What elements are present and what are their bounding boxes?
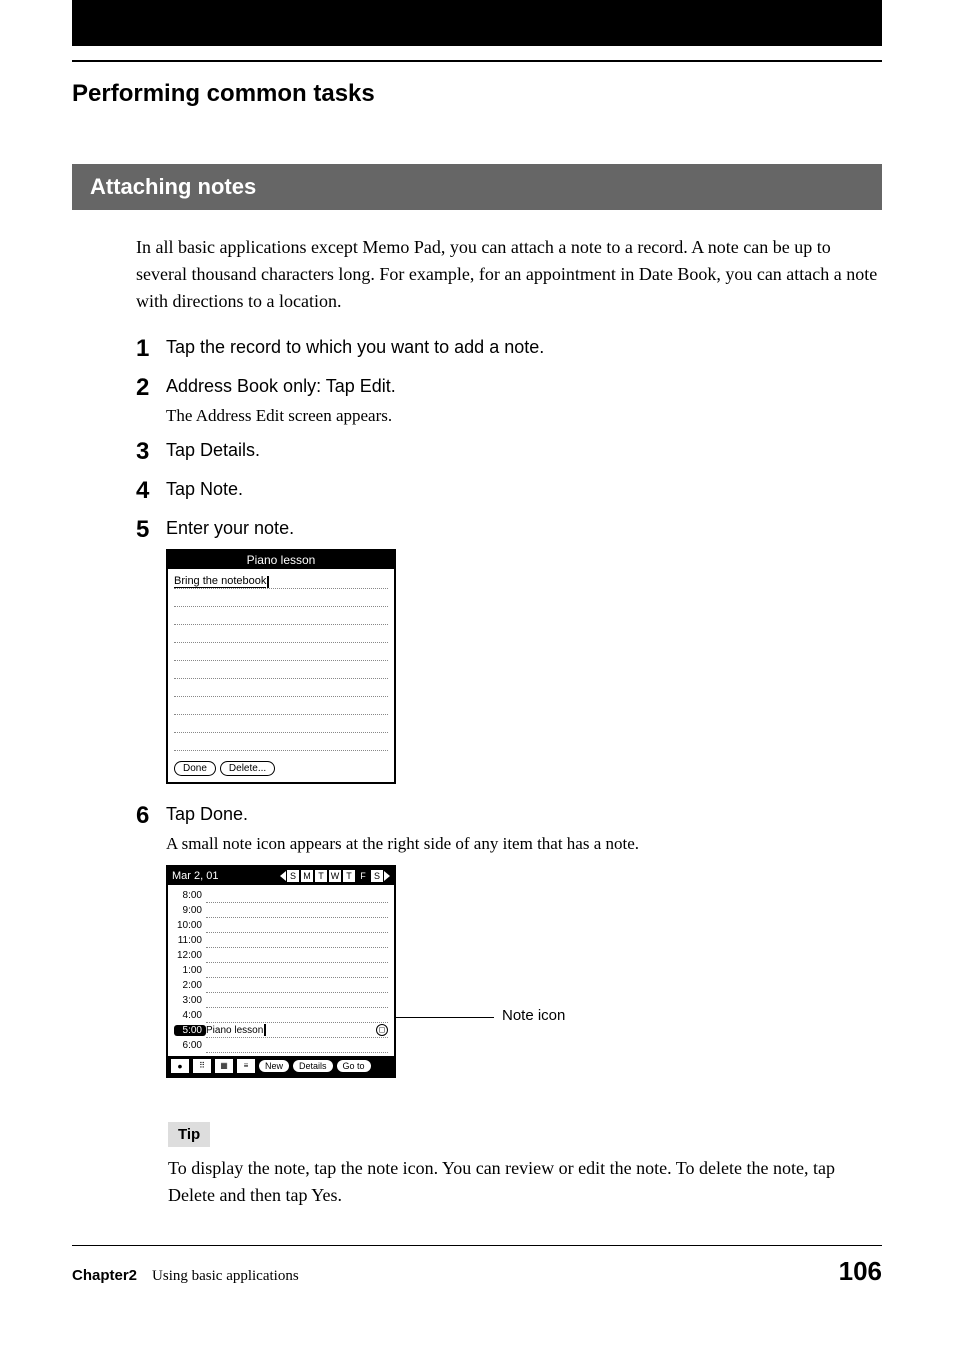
annotation-label: Note icon bbox=[502, 1007, 565, 1024]
step-5: 5 Enter your note. Piano lesson Bring th… bbox=[136, 516, 882, 792]
datebook-screenshot: Mar 2, 01 S M T W T F S bbox=[166, 865, 396, 1078]
tip-text: To display the note, tap the note icon. … bbox=[168, 1155, 882, 1209]
time-label: 8:00 bbox=[174, 890, 206, 901]
step-6: 6 Tap Done. A small note icon appears at… bbox=[136, 802, 882, 1086]
step-title: Tap Note. bbox=[166, 477, 882, 502]
week-day-selector: S M T W T F S bbox=[280, 869, 390, 883]
tip-label: Tip bbox=[168, 1122, 210, 1147]
time-label: 4:00 bbox=[174, 1010, 206, 1021]
new-button[interactable]: New bbox=[259, 1060, 289, 1072]
delete-button[interactable]: Delete... bbox=[220, 761, 275, 776]
step-1: 1 Tap the record to which you want to ad… bbox=[136, 335, 882, 364]
step-subtext: The Address Edit screen appears. bbox=[166, 403, 882, 429]
time-label-highlighted: 5:00 bbox=[174, 1025, 206, 1036]
step-title: Tap Details. bbox=[166, 438, 882, 463]
step-number: 4 bbox=[136, 477, 166, 506]
section-title: Performing common tasks bbox=[72, 80, 882, 108]
note-editor-screenshot: Piano lesson Bring the notebook bbox=[166, 549, 882, 784]
appointment-label[interactable]: Piano lesson bbox=[206, 1025, 263, 1036]
note-icon[interactable]: ◻ bbox=[376, 1024, 388, 1036]
chapter-text: Using basic applications bbox=[152, 1268, 299, 1284]
step-number: 3 bbox=[136, 438, 166, 467]
step-number: 6 bbox=[136, 802, 166, 831]
step-title: Tap the record to which you want to add … bbox=[166, 335, 882, 360]
tip-section: Tip To display the note, tap the note ic… bbox=[136, 1096, 882, 1209]
note-content: Bring the notebook bbox=[174, 575, 266, 588]
step-3: 3 Tap Details. bbox=[136, 438, 882, 467]
time-label: 9:00 bbox=[174, 905, 206, 916]
text-cursor bbox=[267, 576, 269, 588]
top-black-bar bbox=[72, 0, 882, 46]
step-subtext: A small note icon appears at the right s… bbox=[166, 831, 882, 857]
time-label: 11:00 bbox=[174, 935, 206, 946]
step-2: 2 Address Book only: Tap Edit. The Addre… bbox=[136, 374, 882, 429]
chapter-label: Chapter2 bbox=[72, 1267, 137, 1284]
month-view-button[interactable]: ▦ bbox=[215, 1059, 233, 1073]
step-title: Address Book only: Tap Edit. bbox=[166, 374, 882, 399]
day-f[interactable]: F bbox=[356, 869, 370, 883]
step-number: 1 bbox=[136, 335, 166, 364]
time-label: 3:00 bbox=[174, 995, 206, 1006]
day-m[interactable]: M bbox=[300, 869, 314, 883]
week-view-button[interactable]: ⠿ bbox=[193, 1059, 211, 1073]
time-label: 10:00 bbox=[174, 920, 206, 931]
step-number: 2 bbox=[136, 374, 166, 403]
time-label: 2:00 bbox=[174, 980, 206, 991]
day-w[interactable]: W bbox=[328, 869, 342, 883]
steps-list: 1 Tap the record to which you want to ad… bbox=[136, 335, 882, 1209]
next-arrow-icon[interactable] bbox=[384, 871, 390, 881]
goto-button[interactable]: Go to bbox=[337, 1060, 371, 1072]
day-t[interactable]: T bbox=[314, 869, 328, 883]
step-title: Enter your note. bbox=[166, 516, 882, 541]
datebook-date: Mar 2, 01 bbox=[172, 870, 218, 882]
step-title: Tap Done. bbox=[166, 802, 882, 827]
step-number: 5 bbox=[136, 516, 166, 545]
intro-paragraph: In all basic applications except Memo Pa… bbox=[136, 234, 882, 315]
horizontal-rule bbox=[72, 60, 882, 62]
page-footer: Chapter2 Using basic applications 106 bbox=[72, 1245, 882, 1317]
time-label: 12:00 bbox=[174, 950, 206, 961]
note-title: Piano lesson bbox=[168, 551, 394, 569]
step-4: 4 Tap Note. bbox=[136, 477, 882, 506]
done-button[interactable]: Done bbox=[174, 761, 216, 776]
day-s[interactable]: S bbox=[286, 869, 300, 883]
day-th[interactable]: T bbox=[342, 869, 356, 883]
subsection-bar: Attaching notes bbox=[72, 164, 882, 210]
text-cursor bbox=[264, 1024, 266, 1036]
time-label: 6:00 bbox=[174, 1040, 206, 1051]
day-sa[interactable]: S bbox=[370, 869, 384, 883]
annotation-line bbox=[394, 1017, 494, 1018]
agenda-view-button[interactable]: ≡ bbox=[237, 1059, 255, 1073]
page-number: 106 bbox=[839, 1256, 882, 1287]
day-view-button[interactable] bbox=[171, 1059, 189, 1073]
time-label: 1:00 bbox=[174, 965, 206, 976]
details-button[interactable]: Details bbox=[293, 1060, 333, 1072]
